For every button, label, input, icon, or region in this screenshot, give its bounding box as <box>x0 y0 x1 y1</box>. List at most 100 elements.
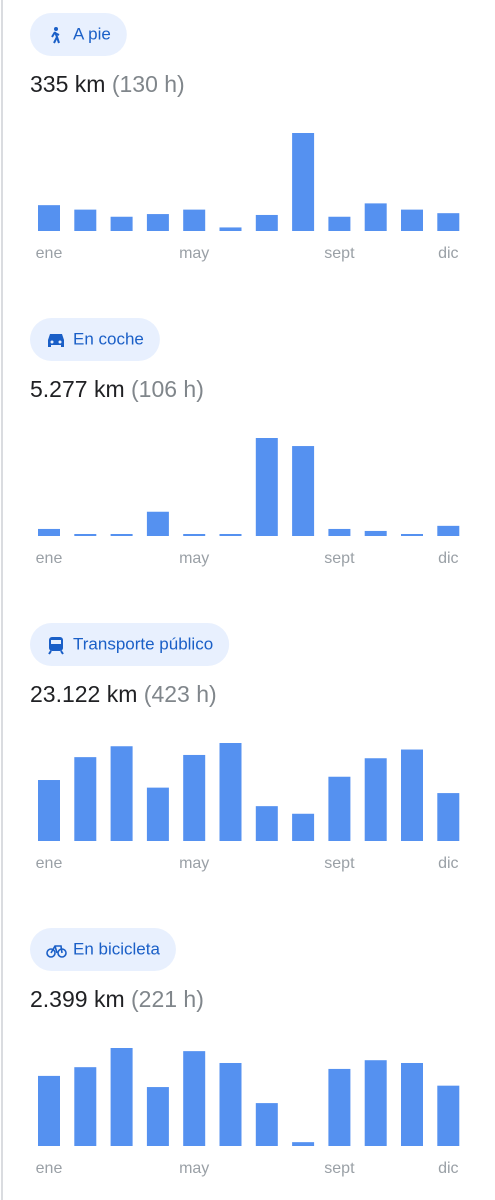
bar <box>38 528 60 536</box>
x-tick-label: ene <box>36 550 63 567</box>
summary: 2.399 km (221 h) <box>30 986 204 1012</box>
total-distance: 5.277 km <box>30 376 125 402</box>
bar <box>183 209 206 231</box>
bar <box>364 758 387 841</box>
bar <box>183 1051 206 1146</box>
x-tick-label: dic <box>438 245 458 262</box>
mode-chip[interactable] <box>30 623 230 666</box>
bar <box>437 793 460 841</box>
mode-chip[interactable] <box>30 318 160 361</box>
bar <box>38 1075 60 1146</box>
total-distance: 335 km <box>30 71 105 97</box>
bar <box>110 533 133 536</box>
bar <box>401 209 423 231</box>
transport-section: A pie 335 km (130 h) ene may sept dic <box>30 13 460 262</box>
bar <box>183 754 206 841</box>
icon-part <box>46 948 56 958</box>
bar <box>401 1062 423 1146</box>
icon-part <box>50 340 54 344</box>
mode-chip[interactable] <box>30 928 176 971</box>
bar <box>328 776 351 841</box>
icon-part <box>51 640 61 644</box>
bar <box>328 216 351 231</box>
bar <box>38 205 60 231</box>
bar <box>328 528 351 536</box>
x-tick-label: may <box>179 1160 209 1177</box>
bar <box>146 511 169 536</box>
x-tick-label: ene <box>36 1160 63 1177</box>
x-tick-label: ene <box>36 855 63 872</box>
bar <box>292 1142 315 1146</box>
summary: 23.122 km (423 h) <box>30 681 217 707</box>
x-tick-label: dic <box>438 550 458 567</box>
x-tick-label: sept <box>324 1160 355 1177</box>
bar <box>219 743 242 841</box>
bar <box>364 1060 387 1146</box>
bar <box>364 530 387 536</box>
summary: 5.277 km (106 h) <box>30 376 204 402</box>
x-tick-label: may <box>179 550 209 567</box>
mode-icon <box>48 637 64 655</box>
icon-part <box>50 945 63 954</box>
chip-label: En bicicleta <box>73 939 160 958</box>
bar <box>146 787 169 841</box>
total-duration: (106 h) <box>131 376 204 402</box>
bar <box>74 757 97 841</box>
transport-section: En bicicleta 2.399 km (221 h) ene may sept di… <box>30 928 460 1177</box>
x-tick-label: may <box>179 855 209 872</box>
x-tick-label: sept <box>324 245 355 262</box>
bar <box>74 533 97 536</box>
bar <box>292 813 315 841</box>
bar <box>219 227 242 231</box>
bar <box>110 1048 133 1146</box>
bar <box>38 780 60 841</box>
summary: 335 km (130 h) <box>30 71 185 97</box>
x-tick-label: dic <box>438 855 458 872</box>
transport-section: En coche 5.277 km (106 h) ene may sept dic <box>30 318 460 567</box>
bar <box>146 214 169 231</box>
x-tick-label: sept <box>324 550 355 567</box>
x-tick-label: ene <box>36 245 63 262</box>
mode-icon <box>48 334 64 347</box>
bar <box>328 1068 351 1146</box>
mode-icon <box>46 945 67 958</box>
bar <box>219 1062 242 1146</box>
mode-icon <box>51 27 60 44</box>
total-duration: (221 h) <box>131 986 204 1012</box>
bar <box>401 749 423 841</box>
bar <box>437 525 460 536</box>
bar <box>292 446 315 536</box>
icon-part <box>58 340 62 344</box>
x-tick-label: sept <box>324 855 355 872</box>
bar <box>255 214 278 231</box>
total-distance: 23.122 km <box>30 681 137 707</box>
bar <box>437 213 460 231</box>
icon-part <box>51 31 60 44</box>
total-duration: (130 h) <box>112 71 185 97</box>
bar <box>110 216 133 231</box>
x-tick-label: dic <box>438 1160 458 1177</box>
bar <box>183 533 206 536</box>
icon-part <box>54 27 58 31</box>
bar <box>255 1103 278 1146</box>
bar <box>364 203 387 231</box>
bar <box>401 533 423 536</box>
bar <box>255 438 278 536</box>
bar <box>146 1087 169 1146</box>
chip-label: En coche <box>73 329 144 348</box>
total-duration: (423 h) <box>144 681 217 707</box>
x-tick-label: may <box>179 245 209 262</box>
bar <box>437 1085 460 1146</box>
bar <box>74 209 97 231</box>
chip-label: Transporte público <box>73 634 213 653</box>
bar <box>219 533 242 536</box>
mode-chip[interactable] <box>30 13 127 56</box>
icon-part <box>48 650 64 655</box>
transport-section: Transporte público 23.122 km (423 h) ene ma… <box>30 623 460 872</box>
total-distance: 2.399 km <box>30 986 125 1012</box>
bar <box>255 806 278 841</box>
bar <box>74 1067 97 1146</box>
bar <box>110 746 133 841</box>
